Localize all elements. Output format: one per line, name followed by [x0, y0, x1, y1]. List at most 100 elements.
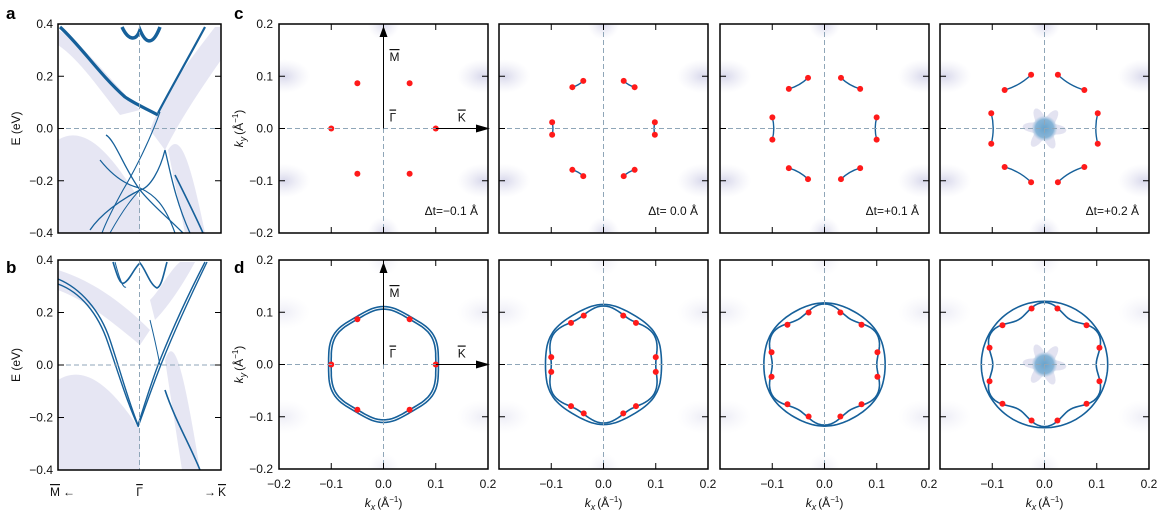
band-line — [109, 189, 141, 233]
fermi-arc — [1004, 166, 1032, 183]
symmetry-label-Gamma: Γ — [390, 347, 397, 361]
bulk-pocket-haze — [499, 295, 531, 330]
kspace-panel-c3: Δt=+0.1 Å — [719, 23, 930, 234]
x-tick-label: 0.0 — [375, 477, 392, 491]
node-point — [632, 403, 639, 410]
band-line — [58, 278, 139, 426]
delta-t-annotation: Δt=+0.1 Å — [866, 203, 919, 218]
node-point — [1028, 417, 1035, 424]
symmetry-label-M: M — [390, 286, 400, 300]
unit-close: ) — [398, 496, 402, 510]
y-tick-label: −0.1 — [249, 410, 273, 424]
node-point — [999, 322, 1006, 329]
panel-letter-c: c — [234, 4, 243, 23]
node-point — [999, 400, 1006, 407]
node-point — [769, 136, 776, 143]
panel-letter-b: b — [6, 258, 16, 277]
y-tick-label: 0.0 — [256, 358, 273, 372]
node-point — [620, 173, 627, 180]
bulk-pocket-haze — [279, 399, 311, 434]
node-point — [1001, 163, 1008, 170]
x-tick-label: −0.1 — [539, 477, 563, 491]
y-tick-label: 0.1 — [256, 305, 273, 319]
band-haze — [58, 270, 150, 345]
x-tick-label: −0.1 — [980, 477, 1004, 491]
node-point — [620, 312, 627, 319]
kspace-plot-area — [940, 260, 1149, 469]
bulk-pocket-haze — [897, 399, 929, 434]
unit-exp: −1 — [1050, 495, 1060, 504]
k-symbol: k — [232, 140, 246, 147]
kspace-panel-d4: −0.1 0.0 0.1 0.2 — [939, 259, 1158, 491]
bulk-pocket-haze — [587, 24, 620, 40]
y-tick-label: −0.2 — [29, 411, 53, 425]
k-subscript: x — [1031, 502, 1037, 512]
delta-t-annotation: Δt=+0.2 Å — [1086, 203, 1139, 218]
y-tick-label: 0.0 — [256, 122, 273, 136]
bulk-pocket-haze — [897, 59, 929, 94]
y-tick-label: 0.2 — [256, 253, 273, 267]
band-haze — [58, 135, 140, 233]
unit-open: (Å — [1038, 495, 1050, 510]
node-point — [986, 378, 993, 385]
unit-exp: −1 — [231, 113, 240, 123]
y-tick-label: 0.4 — [36, 17, 53, 31]
bulk-pocket-haze — [456, 163, 488, 198]
node-point — [549, 131, 556, 138]
node-point — [784, 401, 791, 408]
unit-close: ) — [839, 496, 843, 510]
node-point — [652, 354, 659, 361]
x-tick-label: 0.2 — [921, 477, 938, 491]
bulk-pocket-haze — [587, 260, 620, 276]
k-subscript: y — [238, 372, 248, 378]
node-point — [548, 354, 555, 361]
band-line — [114, 261, 127, 288]
x-tick-label: 0.1 — [427, 477, 444, 491]
node-point — [837, 413, 844, 420]
node-point — [1054, 417, 1061, 424]
node-point — [580, 77, 587, 84]
y-tick-label: 0.2 — [36, 306, 53, 320]
y-tick-label: −0.1 — [249, 174, 273, 188]
bulk-pocket-haze — [720, 295, 752, 330]
fermi-arc — [840, 167, 861, 180]
node-point — [858, 401, 865, 408]
ky-axis-label: ky(Å−1) — [231, 110, 248, 148]
y-tick-label: 0.4 — [36, 253, 53, 267]
node-point — [986, 344, 993, 351]
kspace-panel-c4: Δt=+0.2 Å — [939, 23, 1150, 234]
unit-close: ) — [618, 496, 622, 510]
node-point — [805, 176, 812, 183]
bulk-pocket-haze — [1117, 59, 1149, 94]
band-line — [58, 25, 159, 117]
kx-axis-label: kx (Å−1) — [806, 495, 844, 512]
node-point — [620, 410, 627, 417]
bulk-pocket-haze — [808, 260, 841, 276]
kspace-panel-d1: 0.2 0.1 0.0 −0.1 −0.2 M Γ K −0.2 −0.1 0.0 0.1 0.2 — [249, 253, 496, 491]
unit-open: (Å — [597, 495, 609, 510]
node-point — [1001, 87, 1008, 94]
y-tick-label: 0.2 — [256, 17, 273, 31]
node-point — [768, 349, 775, 356]
band-plot-area — [58, 25, 221, 233]
bulk-pocket-haze — [499, 399, 531, 434]
unit-close: ) — [1059, 496, 1063, 510]
node-point — [1054, 305, 1061, 312]
k-symbol: k — [232, 376, 246, 383]
bulk-pocket-haze — [808, 24, 841, 40]
x-tick-label: 0.1 — [868, 477, 885, 491]
band-panel-b: 0.4 0.2 0.0 −0.2 −0.4 E (eV) M ← Γ → K — [9, 253, 226, 499]
x-tick-label: 0.1 — [647, 477, 664, 491]
bulk-pocket-haze — [676, 399, 708, 434]
unit-exp: −1 — [389, 495, 399, 504]
x-tick-label: 0.0 — [816, 477, 833, 491]
bulk-pocket-haze — [1028, 260, 1061, 276]
path-label-K: K — [218, 485, 226, 499]
bulk-pocket-haze — [456, 399, 488, 434]
node-point — [631, 166, 638, 173]
node-point — [805, 309, 812, 316]
delta-t-annotation: Δt=−0.1 Å — [425, 203, 478, 218]
bulk-pocket-haze — [720, 59, 752, 94]
bulk-pocket-haze — [940, 399, 972, 434]
x-tick-label: 0.0 — [595, 477, 612, 491]
